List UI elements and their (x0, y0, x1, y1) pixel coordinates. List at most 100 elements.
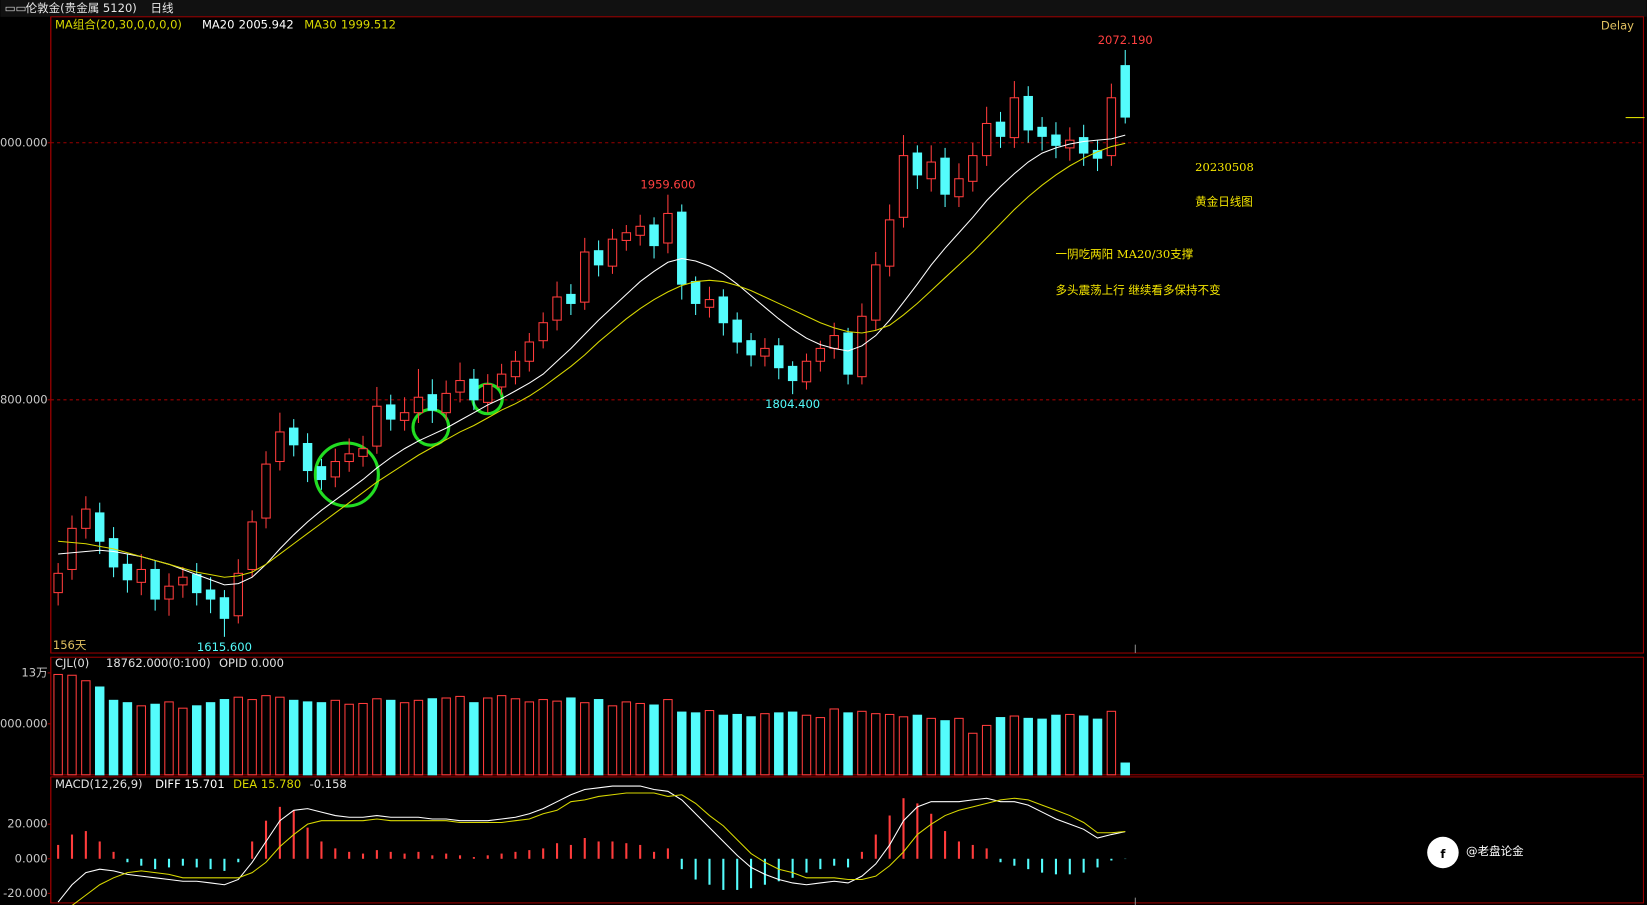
volume-bar (455, 695, 465, 776)
volume-bar (358, 702, 368, 776)
volume-bar (580, 702, 590, 776)
volume-bar (1065, 713, 1075, 776)
volume-bar (330, 699, 341, 776)
candle-body (164, 585, 174, 600)
candle-body (344, 453, 354, 463)
volume-bar (413, 699, 424, 776)
legend-text: DEA 15.780 (233, 777, 301, 791)
volume-bar (912, 714, 923, 776)
volume-bar (635, 702, 645, 776)
candle-body (690, 281, 701, 304)
candle-body (455, 380, 465, 393)
volume-bar (552, 700, 562, 776)
candle-body (53, 572, 63, 594)
indicator-line (57, 785, 1126, 903)
candle-body (829, 335, 839, 349)
extreme-label: 1959.600 (640, 178, 695, 192)
volume-bar (801, 714, 812, 776)
volume-bar (247, 699, 257, 776)
note-title: 黄金日线图 (1195, 195, 1253, 209)
candle-body (510, 360, 521, 378)
candle-body (635, 225, 645, 236)
indicator-line (58, 142, 1126, 578)
legend-value: 2005.942 (239, 18, 294, 32)
volume-bar (566, 697, 576, 776)
candle-body (150, 568, 160, 600)
candle-body (995, 121, 1006, 137)
candle-body (108, 538, 119, 568)
legend-name: MA30 (304, 18, 337, 32)
legend-text: DIFF 15.701 (155, 777, 225, 791)
y-tick-label: 0.000 (15, 851, 48, 865)
highlight-circle (313, 441, 380, 508)
candle-body (580, 251, 590, 303)
period[interactable]: 日线 (151, 1, 175, 15)
candle-body (607, 238, 618, 267)
candle-body (275, 431, 285, 463)
note-line: 一阴吃两阳 MA20/30支撑 (1056, 247, 1194, 261)
candle-body (760, 347, 770, 357)
volume-bar (857, 710, 867, 776)
y-tick-label: 20.000 (7, 817, 47, 831)
volume-bar (178, 707, 188, 776)
y-tick-label: 2000.000 (0, 135, 48, 149)
candle-body (787, 365, 798, 382)
volume-bar (1051, 714, 1061, 776)
legend-value: 1999.512 (341, 18, 396, 32)
volume-bar (1120, 762, 1130, 776)
volume-bar (427, 698, 438, 776)
note-line: 多头震荡上行 继续看多保持不变 (1056, 283, 1222, 297)
volume-bar (524, 701, 535, 776)
extreme-label: 1615.600 (197, 640, 252, 654)
indicator-title: MA组合(20,30,0,0,0,0) (55, 18, 182, 32)
volume-bar (275, 696, 285, 776)
candle-body (801, 360, 812, 383)
candle-body (1009, 97, 1020, 139)
volume-bar (718, 714, 729, 776)
volume-bar (289, 699, 299, 776)
candle-body (1037, 126, 1047, 137)
volume-bar (607, 705, 618, 776)
symbol-title[interactable]: 伦敦金(贵金属 5120) (26, 1, 137, 15)
legend-text: 18762.000(0:100) (106, 656, 211, 670)
volume-bar (108, 699, 119, 776)
candle-body (843, 332, 853, 375)
candle-body (552, 296, 562, 321)
volume-bar (940, 720, 950, 776)
indicator-line (71, 792, 1126, 905)
volume-bar (53, 673, 63, 776)
candle-body (496, 373, 507, 388)
candle-body (649, 224, 659, 247)
volume-bar (871, 713, 881, 776)
candle-body (621, 232, 632, 241)
volume-bar (386, 699, 396, 776)
y-tick-label: 1800.000 (0, 392, 48, 406)
volume-bar (981, 724, 992, 776)
menu-icon[interactable]: ▭▭ (5, 1, 27, 15)
candle-body (441, 392, 451, 414)
candle-body (732, 319, 742, 343)
candle-body (926, 161, 936, 180)
candle-body (1120, 65, 1130, 118)
volume-bar (829, 708, 839, 776)
volume-bar (191, 705, 202, 776)
volume-bar (261, 695, 271, 776)
candle-body (1106, 97, 1117, 157)
candle-body (81, 508, 91, 529)
candle-body (746, 340, 756, 356)
volume-bar (1009, 715, 1020, 776)
candle-body (178, 576, 188, 586)
legend-name: MA20 (202, 18, 235, 32)
volume-bar (898, 716, 909, 776)
candle-body (247, 521, 257, 571)
volume-bar (649, 704, 659, 776)
volume-bar (815, 717, 826, 776)
legend-text: OPID 0.000 (219, 656, 284, 670)
candle-body (219, 597, 230, 619)
volume-bar (593, 699, 604, 776)
candle-body (663, 212, 673, 244)
candle-body (330, 460, 341, 478)
watermark-icon (1427, 836, 1459, 869)
